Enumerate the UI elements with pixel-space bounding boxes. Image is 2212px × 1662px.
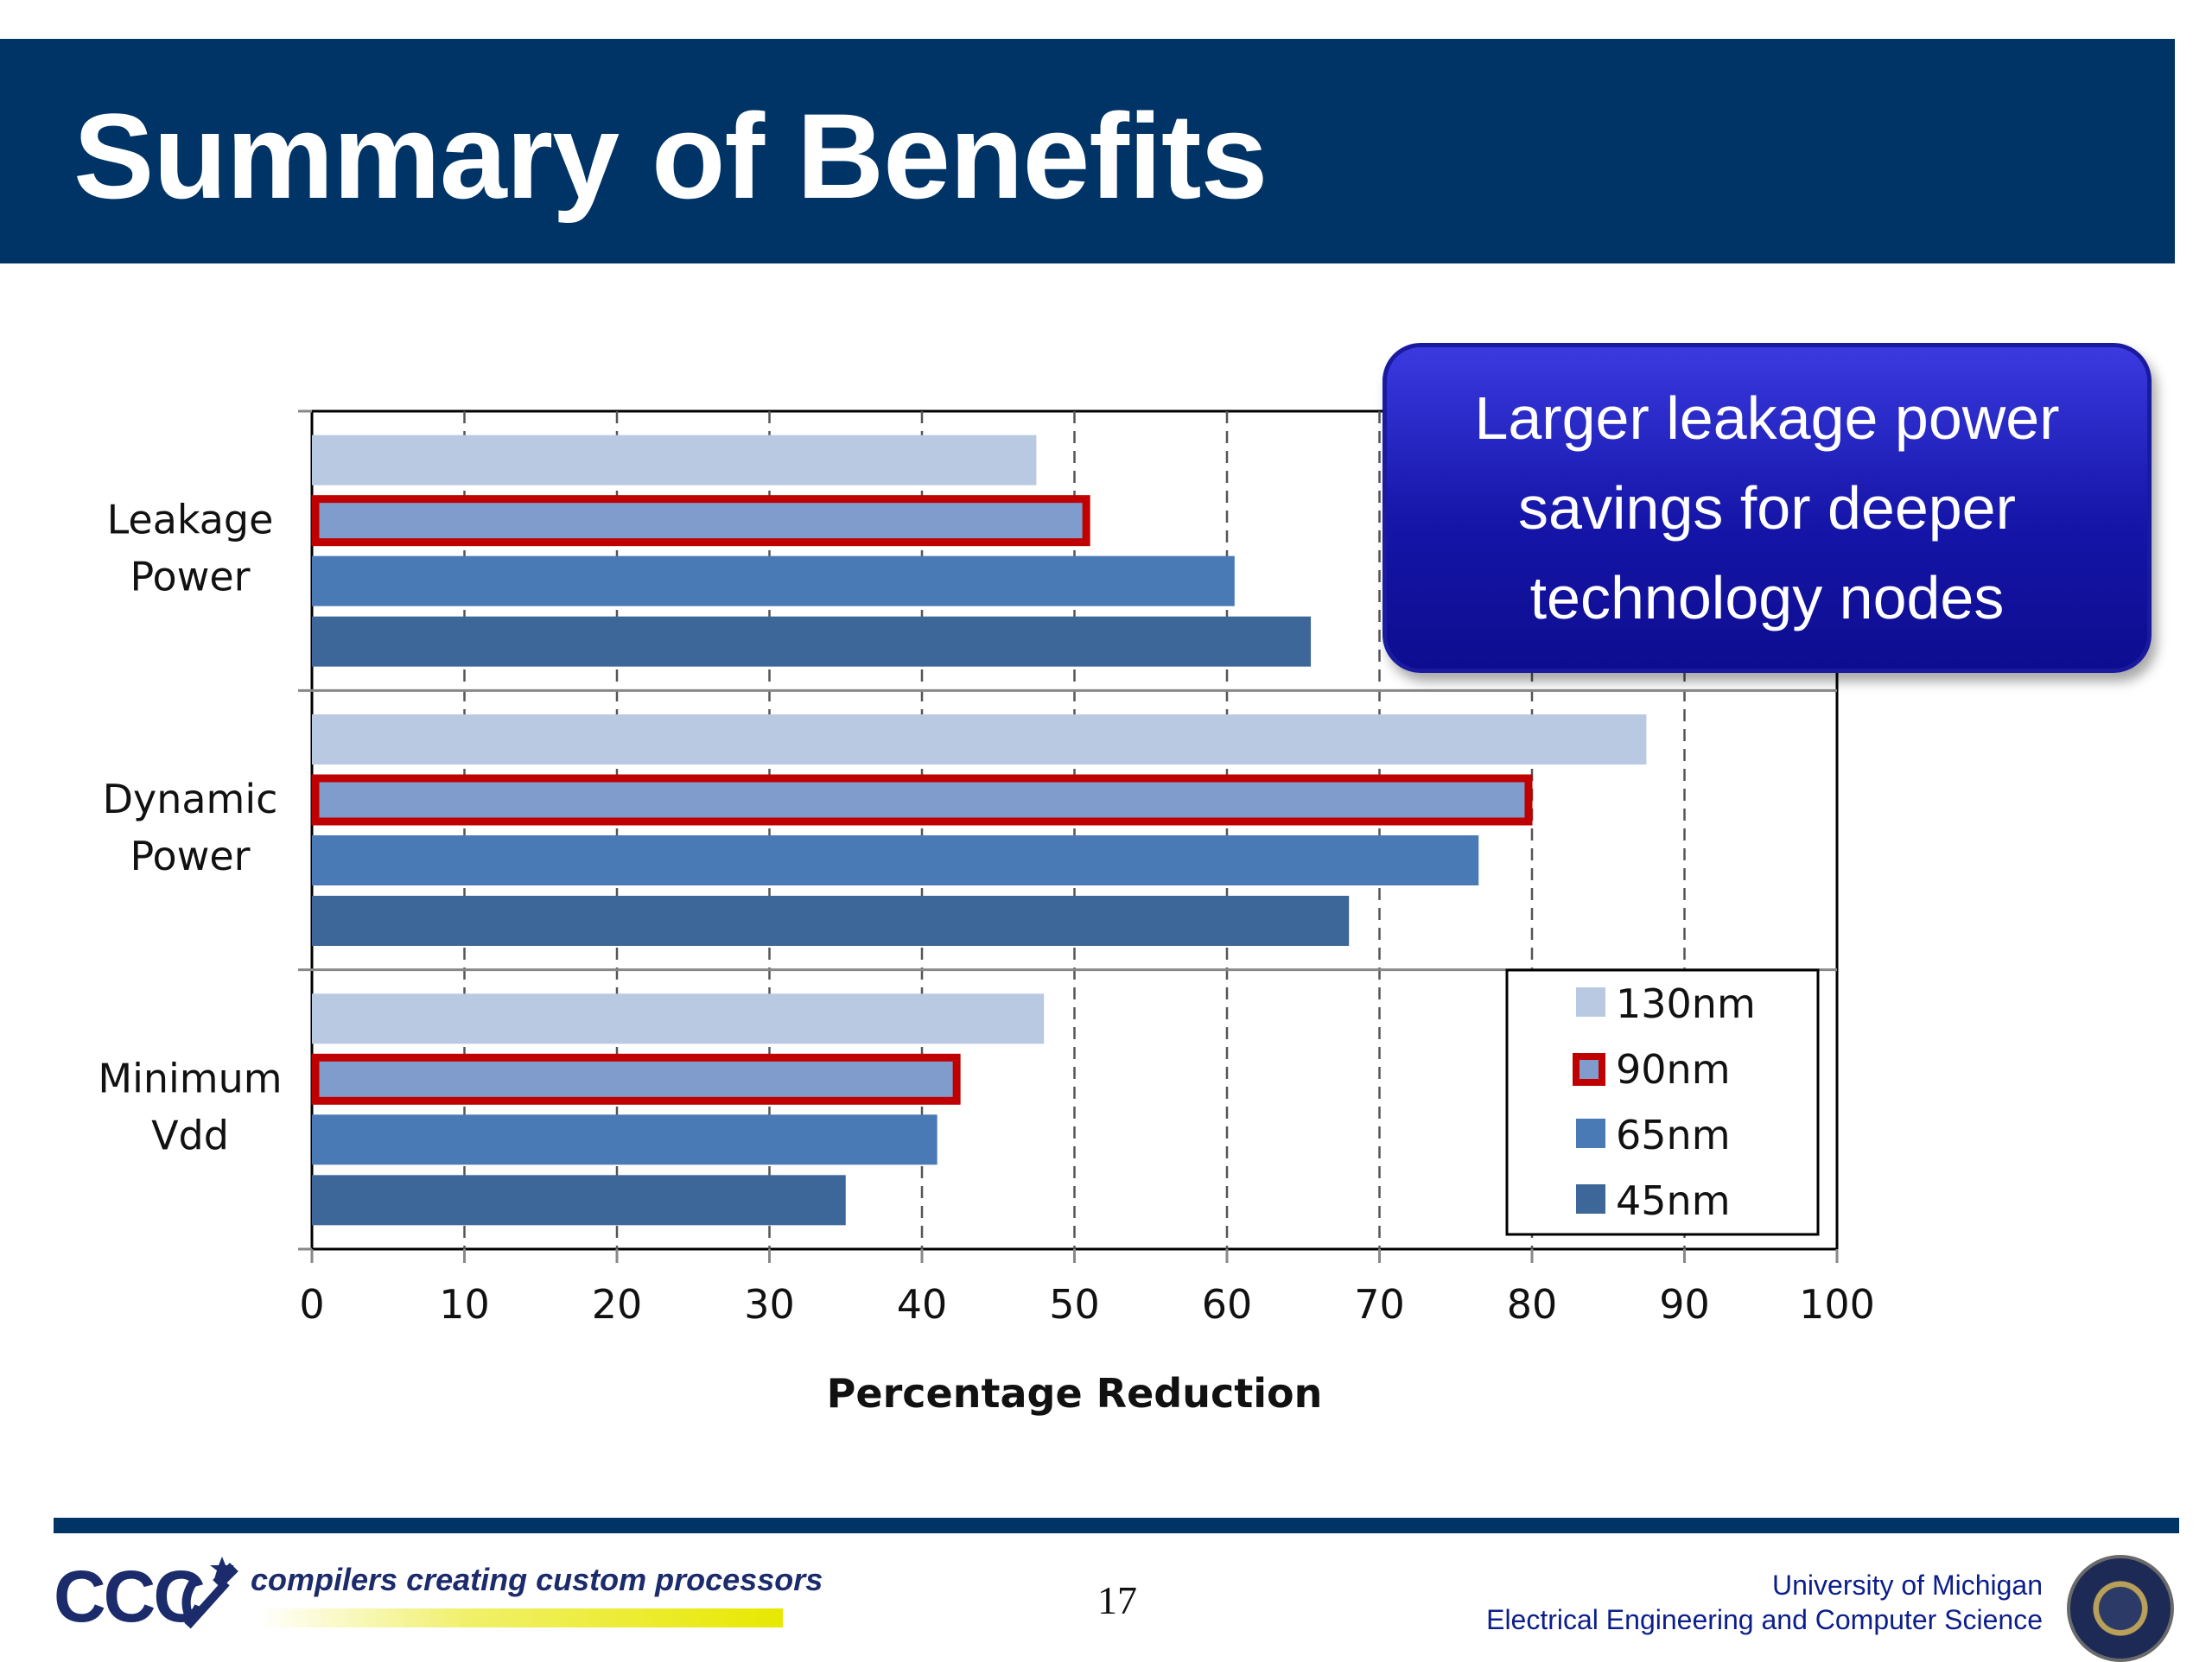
category-label: Vdd — [151, 1112, 229, 1158]
callout-line: savings for deeper — [1518, 474, 2016, 542]
x-tick-label: 40 — [897, 1281, 948, 1328]
x-tick-label: 20 — [592, 1281, 643, 1328]
category-label: Minimum — [98, 1055, 282, 1101]
title-bar — [0, 39, 2175, 263]
legend-label: 130nm — [1616, 980, 1756, 1027]
tagline-underline — [259, 1608, 783, 1627]
legend-swatch — [1576, 987, 1605, 1017]
legend — [1505, 968, 1820, 1236]
category-label: Power — [130, 554, 250, 600]
bar-65nm — [312, 555, 1235, 606]
bar-90nm — [311, 774, 1533, 826]
callout-line: Larger leakage power — [1474, 384, 2060, 452]
bar-90nm — [311, 1053, 961, 1105]
department-name: Electrical Engineering and Computer Scie… — [1486, 1604, 2043, 1635]
category-label: Leakage — [107, 497, 274, 543]
hammer-sickle-icon — [181, 1557, 238, 1629]
legend-swatch — [1576, 1184, 1605, 1214]
page-number: 17 — [1097, 1578, 1137, 1622]
bar-45nm — [312, 1175, 846, 1226]
callout-box: Larger leakage power savings for deeper … — [1382, 343, 2152, 673]
x-tick-label: 60 — [1202, 1281, 1253, 1328]
callout-line: technology nodes — [1529, 564, 2005, 631]
university-block: University of Michigan Electrical Engine… — [1486, 1568, 2043, 1637]
x-tick-label: 50 — [1049, 1281, 1100, 1328]
x-tick-label: 30 — [744, 1281, 795, 1328]
x-tick-label: 0 — [299, 1281, 324, 1328]
tagline: compilers creating custom processors — [251, 1562, 823, 1597]
bar-65nm — [312, 1114, 938, 1165]
bar-65nm — [312, 835, 1479, 885]
bar-90nm — [311, 495, 1090, 547]
legend-label: 45nm — [1616, 1177, 1731, 1224]
university-seal-icon — [2067, 1555, 2174, 1662]
slide-title: Summary of Benefits — [73, 88, 1268, 224]
category-label: Dynamic — [103, 776, 278, 822]
category-label: Power — [130, 833, 250, 879]
footer-rule — [54, 1518, 2179, 1533]
bar-45nm — [312, 896, 1350, 946]
university-name: University of Michigan — [1772, 1570, 2043, 1601]
x-tick-label: 10 — [439, 1281, 490, 1328]
legend-swatch — [1573, 1053, 1605, 1086]
legend-swatch — [1576, 1119, 1605, 1148]
bar-45nm — [312, 616, 1312, 667]
bar-130nm — [312, 714, 1647, 764]
ccc-logo: CCC — [54, 1556, 206, 1637]
x-tick-label: 100 — [1799, 1281, 1875, 1328]
x-tick-label: 90 — [1659, 1281, 1710, 1328]
x-tick-label: 70 — [1354, 1281, 1405, 1328]
x-axis-title: Percentage Reduction — [827, 1370, 1323, 1417]
legend-label: 65nm — [1616, 1112, 1731, 1158]
bar-130nm — [312, 993, 1045, 1044]
x-tick-label: 80 — [1507, 1281, 1558, 1328]
bar-130nm — [312, 435, 1037, 485]
legend-label: 90nm — [1616, 1046, 1731, 1093]
